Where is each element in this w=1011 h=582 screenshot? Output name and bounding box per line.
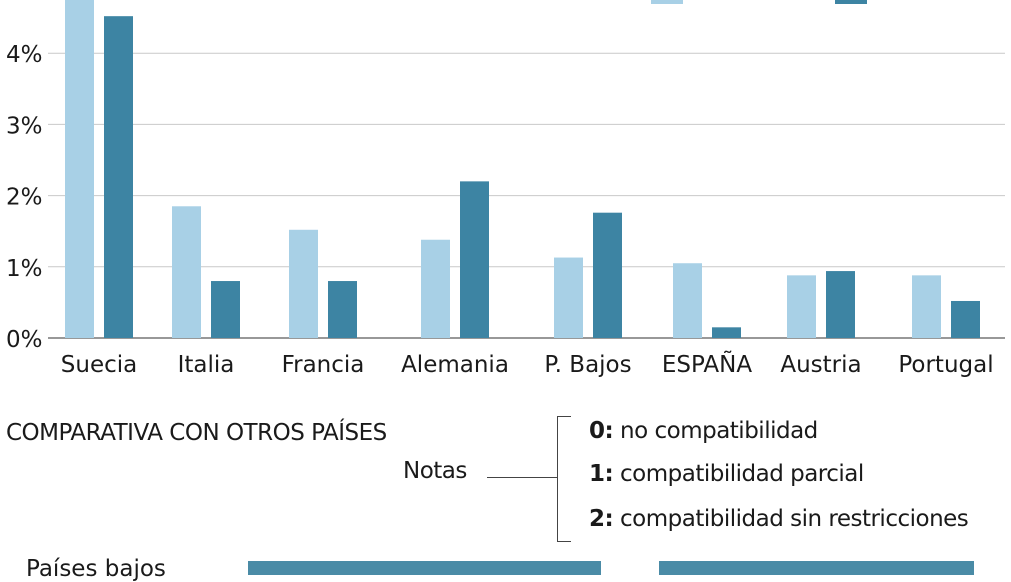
bar-españa-series-2 <box>712 327 741 338</box>
note-code: 0: <box>589 418 614 444</box>
notes-bracket <box>557 416 571 542</box>
table-row-label: Países bajos <box>26 556 166 582</box>
x-tick-label: ESPAÑA <box>662 350 752 378</box>
bar-portugal-series-1 <box>912 275 941 338</box>
bar-alemania-series-2 <box>460 181 489 338</box>
note-text: no compatibilidad <box>613 418 818 444</box>
bar-italia-series-2 <box>211 281 240 338</box>
note-item-0: 0: no compatibilidad <box>589 418 818 444</box>
y-tick-label: 0% <box>6 327 43 353</box>
x-tick-label: Portugal <box>898 352 993 378</box>
note-code: 1: <box>589 461 614 487</box>
x-tick-label: Austria <box>780 352 861 378</box>
note-code: 2: <box>589 506 614 532</box>
bar-austria-series-2 <box>826 271 855 338</box>
x-tick-label: Francia <box>282 352 365 378</box>
x-axis-ticks: Suecia Italia Francia Alemania P. Bajos ESPAÑ… <box>61 350 994 378</box>
bar-suecia-series-2 <box>104 16 133 339</box>
notes-connector-line <box>487 477 557 478</box>
bars <box>65 0 980 339</box>
notes-label: Notas <box>403 458 467 484</box>
table-cell-bar <box>659 561 974 575</box>
legend <box>651 0 867 4</box>
bar-francia-series-2 <box>328 281 357 338</box>
comparison-section-title: COMPARATIVA CON OTROS PAÍSES <box>6 420 387 446</box>
y-tick-label: 1% <box>6 256 43 282</box>
note-item-1: 1: compatibilidad parcial <box>589 461 864 487</box>
x-tick-label: Alemania <box>401 352 509 378</box>
bar-suecia-series-1 <box>65 0 94 338</box>
bar-austria-series-1 <box>787 275 816 338</box>
x-tick-label: Suecia <box>61 352 137 378</box>
note-text: compatibilidad sin restricciones <box>613 506 969 532</box>
y-axis-ticks: 0% 1% 2% 3% 4% <box>6 42 43 353</box>
bar-portugal-series-2 <box>951 300 980 338</box>
bar-chart: 0% 1% 2% 3% 4% Suecia Italia Francia Alemania P.… <box>6 0 1005 378</box>
legend-swatch-series-2 <box>835 0 867 4</box>
note-item-2: 2: compatibilidad sin restricciones <box>589 506 969 532</box>
bar-p-bajos-series-2 <box>593 212 622 338</box>
y-tick-label: 3% <box>6 113 43 139</box>
bar-españa-series-1 <box>673 263 702 338</box>
x-tick-label: P. Bajos <box>544 352 631 378</box>
y-tick-label: 2% <box>6 185 43 211</box>
bar-alemania-series-1 <box>421 239 450 338</box>
note-text: compatibilidad parcial <box>613 461 864 487</box>
x-tick-label: Italia <box>178 352 235 378</box>
bar-italia-series-1 <box>172 206 201 338</box>
bar-p-bajos-series-1 <box>554 257 583 338</box>
y-tick-label: 4% <box>6 42 43 68</box>
bar-francia-series-1 <box>289 229 318 338</box>
table-cell-bar <box>248 561 601 575</box>
legend-swatch-series-1 <box>651 0 683 4</box>
